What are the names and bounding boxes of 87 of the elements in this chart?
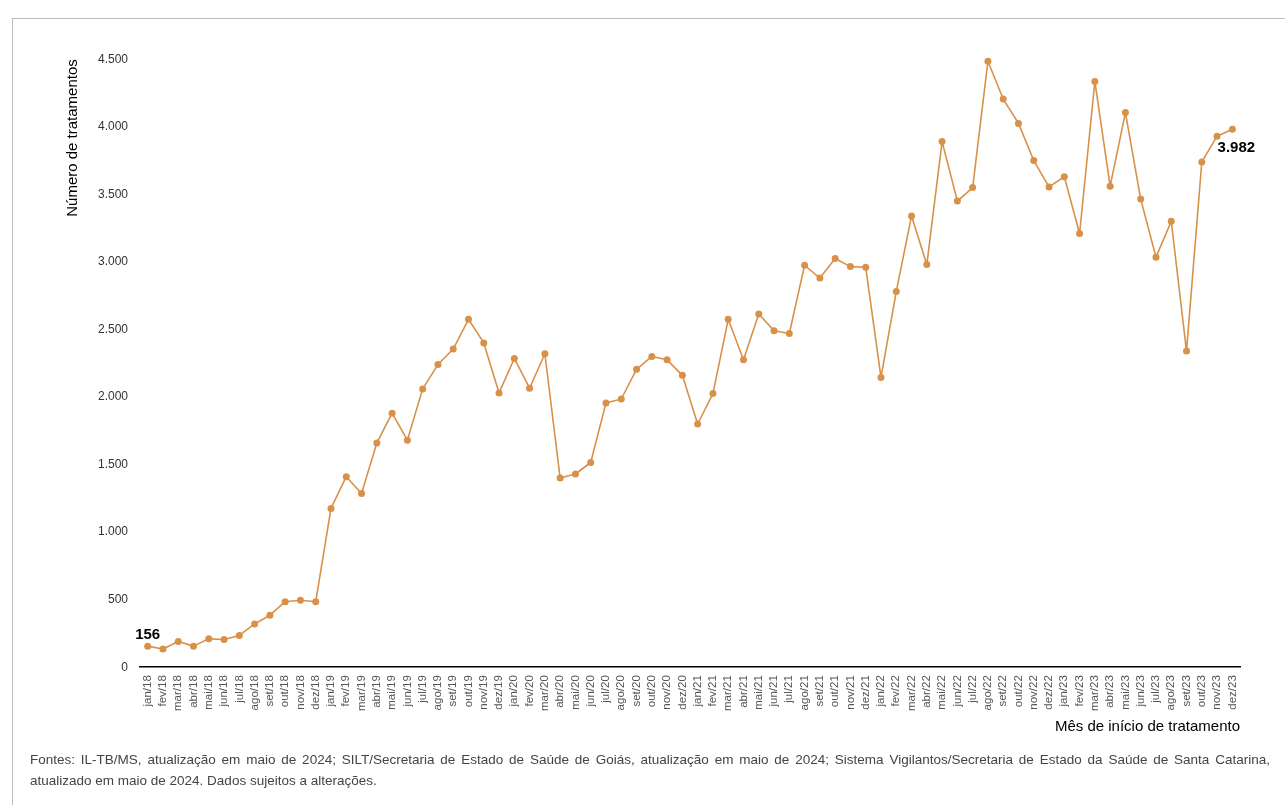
x-tick-label: mar/22	[904, 675, 917, 712]
x-tick-label: out/18	[278, 675, 291, 708]
x-tick-label: set/19	[446, 675, 459, 707]
x-tick-label: jan/23	[1057, 675, 1070, 708]
y-axis-title: Número de tratamentos	[63, 59, 81, 217]
x-tick-label: fev/21	[706, 675, 719, 707]
x-tick-label: mar/18	[171, 675, 184, 712]
x-tick-label: mai/18	[201, 675, 214, 710]
data-label: 156	[135, 624, 161, 642]
x-tick-label: out/20	[644, 675, 657, 708]
x-tick-label: fev/23	[1072, 675, 1085, 707]
x-tick-label: dez/21	[858, 675, 871, 710]
x-tick-label: ago/23	[1164, 675, 1177, 711]
x-tick-label: jun/22	[950, 675, 963, 708]
x-tick-label: mai/19	[385, 675, 398, 710]
x-tick-label: out/19	[461, 675, 474, 708]
x-tick-label: abr/20	[553, 675, 566, 708]
x-tick-label: set/21	[813, 675, 826, 707]
x-tick-label: mai/21	[751, 675, 764, 710]
data-label: 3.982	[1217, 137, 1256, 155]
x-tick-label: abr/22	[919, 675, 932, 708]
x-axis-title: Mês de início de tratamento	[1054, 717, 1240, 735]
y-tick-label: 0	[121, 659, 129, 674]
x-tick-label: set/23	[1179, 675, 1192, 707]
x-tick-label: set/22	[996, 675, 1009, 707]
y-tick-label: 2.500	[98, 321, 129, 336]
x-tick-label: mar/23	[1088, 675, 1101, 712]
x-tick-label: jul/23	[1149, 675, 1162, 704]
x-tick-label: abr/23	[1103, 675, 1116, 708]
x-tick-label: jan/18	[140, 675, 153, 708]
x-tick-label: fev/20	[522, 675, 535, 707]
y-tick-label: 500	[108, 591, 129, 606]
x-tick-label: jul/18	[232, 675, 245, 704]
x-tick-label: dez/20	[675, 675, 688, 710]
text: Fontes: IL-TB/MS, atualização em maio de 2024; SILT/Secretaria de Estado de Saúde de Goiás, atualização em maio de 2024; Sistema Vigilantos/Secretaria de Estado da Saúde de Santa Catarina, atualizado em maio de 2024. Dados sujeitos a alterações.	[30, 751, 1270, 790]
x-tick-label: nov/20	[660, 675, 673, 710]
x-tick-label: nov/22	[1026, 675, 1039, 710]
x-tick-label: nov/21	[843, 675, 856, 710]
x-tick-label: set/20	[629, 675, 642, 707]
x-tick-label: jan/21	[690, 675, 703, 708]
x-tick-label: nov/23	[1210, 675, 1223, 710]
x-tick-label: nov/19	[476, 675, 489, 710]
x-tick-label: dez/18	[308, 675, 321, 710]
x-tick-label: ago/20	[614, 675, 627, 711]
x-tick-label: jun/18	[217, 675, 230, 708]
x-tick-label: fev/18	[156, 675, 169, 707]
y-tick-label: 3.000	[98, 254, 129, 269]
y-tick-label: 1.500	[98, 456, 129, 471]
x-tick-label: fev/19	[339, 675, 352, 707]
x-tick-label: dez/23	[1225, 675, 1238, 710]
y-tick-label: 4.000	[98, 119, 129, 134]
x-tick-label: jun/20	[583, 675, 596, 708]
x-tick-label: abr/19	[370, 675, 382, 708]
y-tick-label: 2.000	[98, 389, 129, 404]
y-tick-label: 3.500	[98, 186, 129, 201]
x-tick-label: out/23	[1194, 675, 1207, 708]
x-tick-label: mai/22	[935, 675, 948, 710]
x-tick-label: jun/21	[767, 675, 780, 708]
x-tick-label: jul/20	[599, 675, 612, 704]
x-tick-label: jul/19	[415, 675, 428, 704]
x-tick-label: jun/23	[1133, 675, 1146, 708]
x-tick-label: jan/19	[324, 675, 337, 708]
y-tick-label: 4.500	[98, 51, 129, 66]
x-tick-label: jan/20	[507, 675, 520, 708]
x-tick-label: ago/19	[431, 675, 444, 711]
x-tick-label: jan/22	[874, 675, 887, 708]
x-tick-label: abr/18	[186, 675, 199, 708]
x-tick-label: out/21	[828, 675, 841, 708]
x-tick-label: ago/21	[797, 675, 810, 711]
x-tick-label: ago/22	[981, 675, 994, 711]
x-tick-label: mar/20	[538, 675, 551, 712]
x-tick-label: mai/23	[1118, 675, 1131, 710]
x-tick-label: dez/19	[492, 675, 505, 710]
x-tick-label: nov/18	[293, 675, 306, 710]
x-tick-label: jun/19	[400, 675, 413, 708]
x-tick-label: abr/21	[736, 675, 749, 708]
x-tick-label: set/18	[263, 675, 276, 707]
x-tick-label: fev/22	[889, 675, 902, 707]
x-tick-label: out/22	[1011, 675, 1024, 708]
x-tick-label: mai/20	[568, 675, 581, 710]
x-tick-label: jul/21	[782, 675, 795, 704]
x-tick-label: mar/19	[354, 675, 367, 712]
x-tick-label: ago/18	[247, 675, 260, 711]
x-tick-label: jul/22	[965, 675, 978, 704]
x-tick-label: mar/21	[721, 675, 734, 712]
x-tick-label: dez/22	[1042, 675, 1055, 710]
y-tick-label: 1.000	[98, 524, 129, 539]
